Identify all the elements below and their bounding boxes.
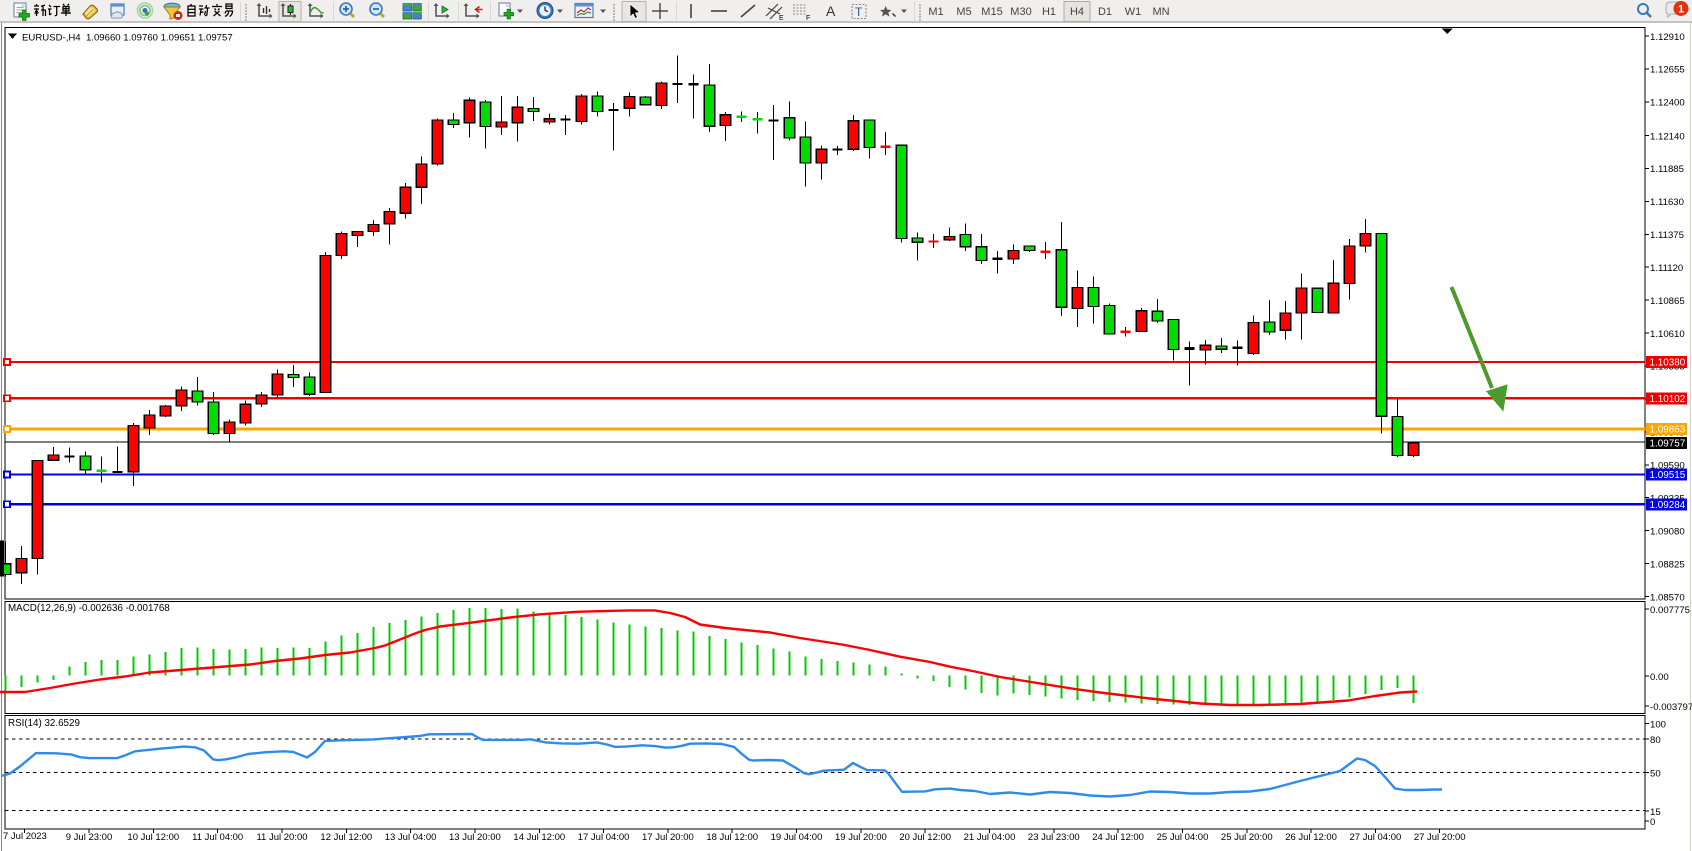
svg-text:1.09757: 1.09757: [1650, 439, 1686, 450]
svg-text:1.09590: 1.09590: [1650, 461, 1685, 472]
svg-text:1.11885: 1.11885: [1650, 164, 1684, 175]
svg-text:M15: M15: [981, 6, 1002, 18]
svg-text:E: E: [779, 15, 784, 22]
svg-text:13 Jul 04:00: 13 Jul 04:00: [385, 832, 437, 843]
svg-text:A: A: [826, 3, 836, 19]
svg-text:80: 80: [1650, 735, 1661, 746]
svg-text:27 Jul 04:00: 27 Jul 04:00: [1350, 832, 1402, 843]
svg-text:1.09863: 1.09863: [1650, 425, 1686, 436]
svg-text:15: 15: [1650, 807, 1661, 818]
svg-text:27 Jul 20:00: 27 Jul 20:00: [1414, 832, 1466, 843]
svg-text:100: 100: [1650, 719, 1666, 730]
svg-text:1.10610: 1.10610: [1650, 329, 1685, 340]
svg-text:7 Jul 2023: 7 Jul 2023: [3, 831, 47, 842]
svg-text:19 Jul 20:00: 19 Jul 20:00: [835, 832, 887, 843]
svg-text:-0.003797: -0.003797: [1650, 702, 1692, 713]
svg-text:24 Jul 12:00: 24 Jul 12:00: [1092, 832, 1144, 843]
svg-text:1: 1: [1678, 4, 1684, 16]
svg-text:25 Jul 20:00: 25 Jul 20:00: [1221, 832, 1273, 843]
svg-text:H1: H1: [1042, 6, 1056, 18]
svg-text:D1: D1: [1098, 6, 1112, 18]
svg-text:MN: MN: [1152, 6, 1169, 18]
svg-text:1.09284: 1.09284: [1650, 500, 1686, 511]
svg-text:1.12140: 1.12140: [1650, 131, 1685, 142]
svg-text:11 Jul 20:00: 11 Jul 20:00: [256, 832, 307, 843]
svg-text:1.09515: 1.09515: [1650, 470, 1686, 481]
svg-text:T: T: [855, 5, 863, 19]
svg-text:18 Jul 12:00: 18 Jul 12:00: [706, 832, 758, 843]
svg-text:1.10865: 1.10865: [1650, 296, 1685, 307]
svg-text:F: F: [806, 15, 810, 22]
svg-text:19 Jul 04:00: 19 Jul 04:00: [771, 832, 823, 843]
svg-text:50: 50: [1650, 768, 1661, 779]
svg-text:1.12400: 1.12400: [1650, 98, 1685, 109]
svg-text:1.12910: 1.12910: [1650, 32, 1685, 43]
svg-text:17 Jul 04:00: 17 Jul 04:00: [578, 832, 630, 843]
svg-text:1.10102: 1.10102: [1650, 394, 1686, 405]
svg-text:RSI(14) 32.6529: RSI(14) 32.6529: [8, 718, 80, 729]
svg-text:1.11375: 1.11375: [1650, 230, 1684, 241]
svg-text:9 Jul 23:00: 9 Jul 23:00: [66, 832, 112, 843]
svg-text:1.12655: 1.12655: [1650, 65, 1685, 76]
svg-text:13 Jul 20:00: 13 Jul 20:00: [449, 832, 501, 843]
svg-text:0.00: 0.00: [1650, 672, 1669, 683]
svg-text:17 Jul 20:00: 17 Jul 20:00: [642, 832, 694, 843]
svg-text:12 Jul 12:00: 12 Jul 12:00: [320, 832, 372, 843]
svg-text:11 Jul 04:00: 11 Jul 04:00: [192, 832, 243, 843]
svg-text:MACD(12,26,9) -0.002636 -0.001: MACD(12,26,9) -0.002636 -0.001768: [8, 603, 170, 614]
svg-text:W1: W1: [1125, 6, 1142, 18]
svg-text:M1: M1: [928, 6, 943, 18]
svg-text:EURUSD-,H4 1.09660 1.09760 1.: EURUSD-,H4 1.09660 1.09760 1.09651 1.097…: [22, 33, 233, 44]
svg-text:1.08570: 1.08570: [1650, 592, 1685, 603]
svg-text:H4: H4: [1070, 6, 1084, 18]
svg-text:25 Jul 04:00: 25 Jul 04:00: [1157, 832, 1209, 843]
svg-text:26 Jul 12:00: 26 Jul 12:00: [1285, 832, 1337, 843]
svg-text:21 Jul 04:00: 21 Jul 04:00: [964, 832, 1016, 843]
svg-text:1.10380: 1.10380: [1650, 358, 1686, 369]
svg-text:0: 0: [1650, 817, 1655, 828]
svg-text:10 Jul 12:00: 10 Jul 12:00: [127, 832, 179, 843]
svg-text:1.09080: 1.09080: [1650, 526, 1685, 537]
svg-text:1.11630: 1.11630: [1650, 197, 1684, 208]
svg-text:14 Jul 12:00: 14 Jul 12:00: [513, 832, 565, 843]
svg-text:1.08825: 1.08825: [1650, 559, 1685, 570]
svg-text:M5: M5: [956, 6, 971, 18]
svg-text:M30: M30: [1010, 6, 1031, 18]
svg-text:23 Jul 23:00: 23 Jul 23:00: [1028, 832, 1080, 843]
svg-text:20 Jul 12:00: 20 Jul 12:00: [899, 832, 951, 843]
svg-text:0.007775: 0.007775: [1650, 605, 1690, 616]
svg-text:1.11120: 1.11120: [1650, 263, 1683, 274]
